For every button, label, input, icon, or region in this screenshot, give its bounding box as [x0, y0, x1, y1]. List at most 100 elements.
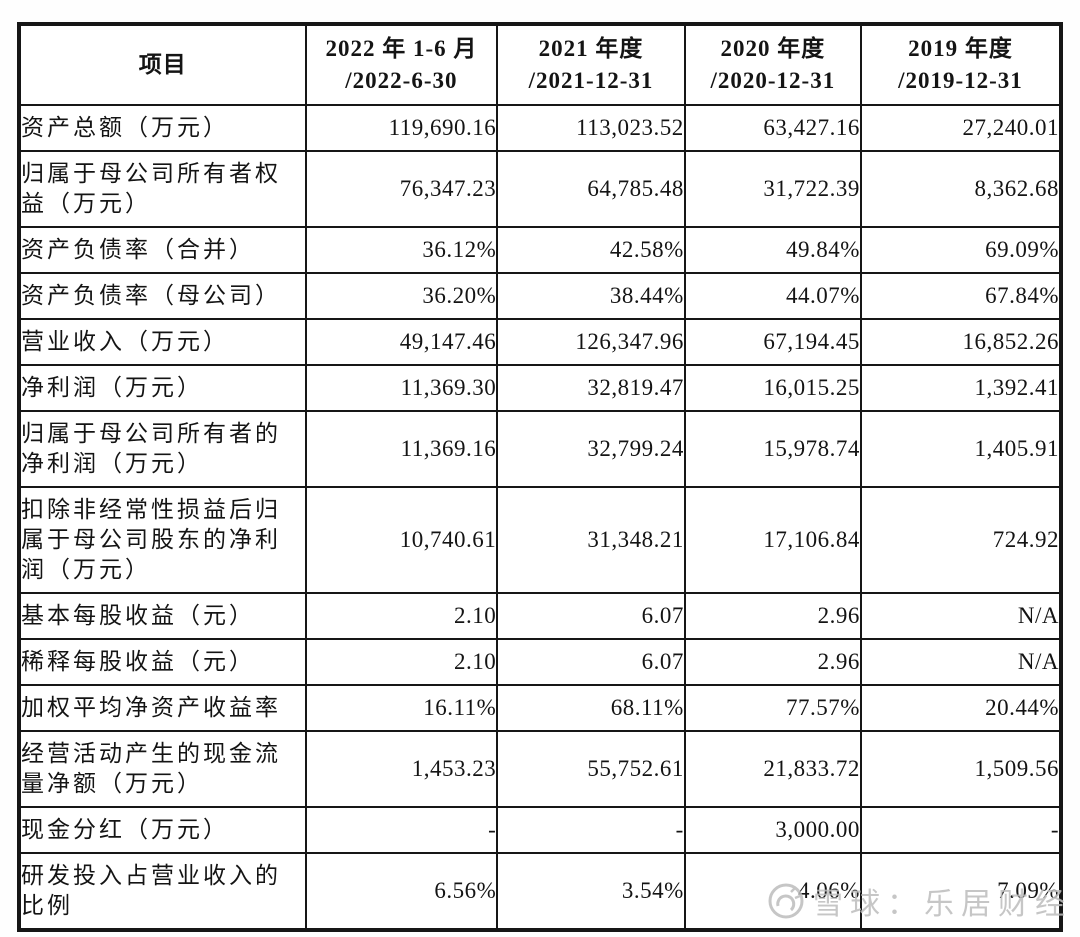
- table-row: 营业收入（万元） 49,147.46 126,347.96 67,194.45 …: [18, 318, 1063, 366]
- table-row: 归属于母公司所有者权益（万元） 76,347.23 64,785.48 31,7…: [18, 150, 1063, 228]
- row-label: 扣除非经常性损益后归属于母公司股东的净利润（万元）: [18, 486, 307, 594]
- cell-value: -: [859, 806, 1063, 854]
- cell-value: 8,362.68: [859, 150, 1063, 228]
- row-label: 归属于母公司所有者的净利润（万元）: [18, 410, 307, 488]
- table-row: 稀释每股收益（元） 2.10 6.07 2.96 N/A: [18, 638, 1063, 686]
- row-label: 稀释每股收益（元）: [18, 638, 307, 686]
- cell-value: -: [496, 806, 686, 854]
- table-row: 资产负债率（合并） 36.12% 42.58% 49.84% 69.09%: [18, 226, 1063, 274]
- cell-value: 32,799.24: [496, 410, 686, 488]
- column-header: 项目: [18, 23, 307, 106]
- table-row: 净利润（万元） 11,369.30 32,819.47 16,015.25 1,…: [18, 364, 1063, 412]
- row-label: 加权平均净资产收益率: [18, 684, 307, 732]
- cell-value: 38.44%: [496, 272, 686, 320]
- column-header-period: 2019 年度: [908, 36, 1013, 61]
- column-header: 2019 年度 /2019-12-31: [859, 23, 1063, 106]
- cell-value: 11,369.16: [304, 410, 499, 488]
- cell-value: N/A: [859, 592, 1063, 640]
- column-header-date: /2021-12-31: [528, 68, 654, 93]
- cell-value: 6.07: [496, 592, 686, 640]
- cell-value: 16.11%: [304, 684, 499, 732]
- cell-value: 42.58%: [496, 226, 686, 274]
- row-label: 资产负债率（合并）: [18, 226, 307, 274]
- table-row: 加权平均净资产收益率 16.11% 68.11% 77.57% 20.44%: [18, 684, 1063, 732]
- cell-value: 11,369.30: [304, 364, 499, 412]
- cell-value: 16,852.26: [859, 318, 1063, 366]
- column-header: 2022 年 1-6 月 /2022-6-30: [304, 23, 499, 106]
- cell-value: 4.06%: [683, 852, 862, 931]
- cell-value: 15,978.74: [683, 410, 862, 488]
- column-header-date: /2020-12-31: [710, 68, 836, 93]
- column-header-date: /2019-12-31: [898, 68, 1023, 93]
- cell-value: 76,347.23: [304, 150, 499, 228]
- column-header-period: 2020 年度: [720, 36, 826, 61]
- cell-value: 68.11%: [496, 684, 686, 732]
- cell-value: -: [304, 806, 499, 854]
- cell-value: 36.12%: [304, 226, 499, 274]
- cell-value: 27,240.01: [859, 104, 1063, 152]
- row-label: 经营活动产生的现金流量净额（万元）: [18, 730, 307, 808]
- cell-value: 49.84%: [683, 226, 862, 274]
- financial-summary-table: 项目 2022 年 1-6 月 /2022-6-30 2021 年度 /2021…: [17, 22, 1063, 932]
- cell-value: 126,347.96: [496, 318, 686, 366]
- row-label: 归属于母公司所有者权益（万元）: [18, 150, 307, 228]
- cell-value: 1,392.41: [859, 364, 1063, 412]
- row-label: 现金分红（万元）: [18, 806, 307, 854]
- cell-value: 1,509.56: [859, 730, 1063, 808]
- cell-value: 67.84%: [859, 272, 1063, 320]
- cell-value: 3.54%: [496, 852, 686, 931]
- cell-value: 21,833.72: [683, 730, 862, 808]
- cell-value: 10,740.61: [304, 486, 499, 594]
- cell-value: 113,023.52: [496, 104, 686, 152]
- column-header-period: 2022 年 1-6 月: [325, 36, 478, 61]
- cell-value: 55,752.61: [496, 730, 686, 808]
- cell-value: 44.07%: [683, 272, 862, 320]
- table-row: 归属于母公司所有者的净利润（万元） 11,369.16 32,799.24 15…: [18, 410, 1063, 488]
- cell-value: 69.09%: [859, 226, 1063, 274]
- cell-value: 36.20%: [304, 272, 499, 320]
- cell-value: N/A: [859, 638, 1063, 686]
- cell-value: 31,722.39: [683, 150, 862, 228]
- cell-value: 2.10: [304, 592, 499, 640]
- column-header-period: 项目: [138, 52, 187, 77]
- cell-value: 6.07: [496, 638, 686, 686]
- row-label: 资产负债率（母公司）: [18, 272, 307, 320]
- table-row: 现金分红（万元） - - 3,000.00 -: [18, 806, 1063, 854]
- cell-value: 16,015.25: [683, 364, 862, 412]
- table-row: 基本每股收益（元） 2.10 6.07 2.96 N/A: [18, 592, 1063, 640]
- cell-value: 1,453.23: [304, 730, 499, 808]
- column-header-period: 2021 年度: [538, 36, 644, 61]
- column-header-date: /2022-6-30: [345, 68, 458, 93]
- header-row: 项目 2022 年 1-6 月 /2022-6-30 2021 年度 /2021…: [18, 23, 1063, 106]
- cell-value: 31,348.21: [496, 486, 686, 594]
- column-header: 2021 年度 /2021-12-31: [496, 23, 686, 106]
- table-row: 资产总额（万元） 119,690.16 113,023.52 63,427.16…: [18, 104, 1063, 152]
- cell-value: 6.56%: [304, 852, 499, 931]
- table-row: 扣除非经常性损益后归属于母公司股东的净利润（万元） 10,740.61 31,3…: [18, 486, 1063, 594]
- cell-value: 17,106.84: [683, 486, 862, 594]
- table-row: 研发投入占营业收入的比例 6.56% 3.54% 4.06% 7.09%: [18, 852, 1063, 931]
- table-row: 资产负债率（母公司） 36.20% 38.44% 44.07% 67.84%: [18, 272, 1063, 320]
- row-label: 净利润（万元）: [18, 364, 307, 412]
- cell-value: 2.96: [683, 592, 862, 640]
- cell-value: 7.09%: [859, 852, 1063, 931]
- cell-value: 724.92: [859, 486, 1063, 594]
- cell-value: 1,405.91: [859, 410, 1063, 488]
- cell-value: 2.96: [683, 638, 862, 686]
- cell-value: 64,785.48: [496, 150, 686, 228]
- cell-value: 119,690.16: [304, 104, 499, 152]
- cell-value: 63,427.16: [683, 104, 862, 152]
- cell-value: 3,000.00: [683, 806, 862, 854]
- cell-value: 77.57%: [683, 684, 862, 732]
- table-body: 资产总额（万元） 119,690.16 113,023.52 63,427.16…: [18, 104, 1063, 931]
- row-label: 基本每股收益（元）: [18, 592, 307, 640]
- cell-value: 20.44%: [859, 684, 1063, 732]
- cell-value: 67,194.45: [683, 318, 862, 366]
- row-label: 研发投入占营业收入的比例: [18, 852, 307, 931]
- row-label: 资产总额（万元）: [18, 104, 307, 152]
- cell-value: 49,147.46: [304, 318, 499, 366]
- cell-value: 2.10: [304, 638, 499, 686]
- row-label: 营业收入（万元）: [18, 318, 307, 366]
- cell-value: 32,819.47: [496, 364, 686, 412]
